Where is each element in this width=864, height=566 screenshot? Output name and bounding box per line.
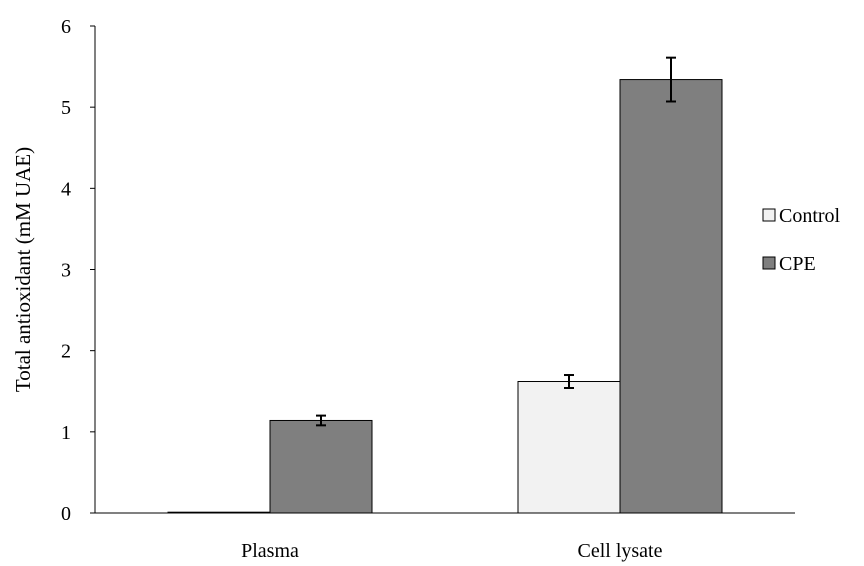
y-tick-label: 2 [61, 341, 71, 363]
legend-label-cpe: CPE [779, 253, 816, 275]
bar-cpe-cell-lysate [619, 79, 723, 514]
bar-cpe-plasma [269, 419, 373, 514]
y-tick-label: 4 [61, 178, 71, 200]
error-bar [564, 374, 574, 390]
legend-swatch-cpe [762, 256, 776, 270]
x-category-label: Plasma [241, 540, 299, 562]
y-tick-label: 1 [61, 422, 71, 444]
error-bar [666, 56, 676, 103]
x-category-label: Cell lysate [578, 540, 663, 562]
legend-label-control: Control [779, 205, 841, 227]
bar-control-cell-lysate [517, 381, 621, 514]
plot-area: 0 1 2 3 4 5 6 Plasma Cell lysate [61, 16, 723, 562]
y-tick-label: 3 [61, 260, 71, 282]
y-tick-label: 5 [61, 97, 71, 119]
y-tick-label: 0 [61, 503, 71, 525]
legend: Control CPE [762, 205, 841, 275]
y-tick-label: 6 [61, 16, 71, 38]
y-axis-title: Total antioxidant (mM UAE) [11, 147, 35, 392]
legend-swatch-control [762, 208, 776, 222]
error-bar [316, 414, 326, 427]
